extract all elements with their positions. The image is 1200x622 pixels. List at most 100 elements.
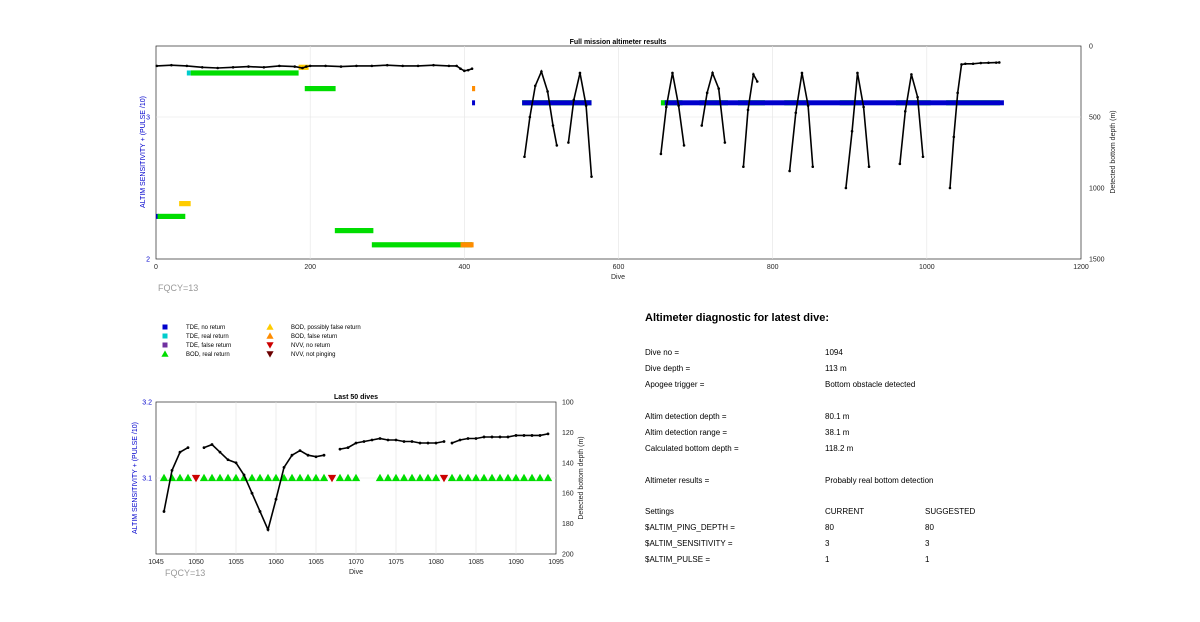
top-y-right-tick-label: 500 xyxy=(1089,115,1101,122)
top-depth-point xyxy=(903,110,907,113)
current-header: CURRENT xyxy=(825,507,865,516)
bottom-bod-real-marker xyxy=(527,473,537,482)
bottom-depth-point xyxy=(242,473,246,477)
settings-label: Settings xyxy=(645,507,674,516)
bottom-x-tick-label: 1095 xyxy=(548,559,564,566)
top-depth-point xyxy=(964,62,967,66)
bottom-bod-real-marker xyxy=(431,473,441,482)
bottom-depth-point xyxy=(282,465,286,469)
bottom-y-right-tick-label: 120 xyxy=(562,430,574,437)
legend-marker xyxy=(162,342,168,348)
legend-marker xyxy=(266,323,274,330)
bottom-bod-real-marker xyxy=(263,473,273,482)
bottom-depth-point xyxy=(178,450,182,454)
top-depth-point xyxy=(746,108,750,112)
bottom-y-left-tick-label: 3.2 xyxy=(142,400,152,407)
bottom-bod-real-marker xyxy=(407,473,417,482)
bottom-depth-point xyxy=(170,469,174,472)
bottom-x-tick-label: 1075 xyxy=(388,559,404,566)
bottom-depth-point xyxy=(538,434,542,437)
suggested-header: SUGGESTED xyxy=(925,507,976,516)
bottom-bod-real-marker xyxy=(287,473,297,482)
legend-label: BOD, false return xyxy=(291,334,337,340)
altimeter-results-value: Probably real bottom detection xyxy=(825,476,934,485)
top-depth-point xyxy=(385,63,389,67)
bottom-depth-point xyxy=(386,438,390,442)
calc-bottom-depth-label: Calculated bottom depth = xyxy=(645,444,739,453)
sensitivity-label: $ALTIM_SENSITIVITY = xyxy=(645,539,733,548)
top-depth-point xyxy=(994,61,998,64)
top-y-right-tick-label: 1000 xyxy=(1089,186,1105,193)
legend-marker xyxy=(266,332,274,339)
top-depth-point xyxy=(308,64,312,68)
apogee-trigger-label: Apogee trigger = xyxy=(645,380,705,389)
bottom-bod-real-marker xyxy=(471,473,481,482)
top-depth-point xyxy=(432,63,435,67)
top-depth-point xyxy=(401,64,404,68)
top-depth-point xyxy=(867,165,871,168)
top-depth-point xyxy=(470,67,474,71)
top-fqcy-annotation: FQCY=13 xyxy=(158,283,198,293)
top-depth-point xyxy=(700,124,704,127)
dive-depth-label: Dive depth = xyxy=(645,364,691,373)
top-y-left-tick-label: 3 xyxy=(146,115,150,122)
top-depth-point xyxy=(293,65,297,68)
top-x-tick-label: 800 xyxy=(767,264,779,271)
bottom-depth-point xyxy=(290,453,294,457)
top-depth-point xyxy=(584,104,588,107)
bottom-depth-point xyxy=(210,443,214,446)
top-x-tick-label: 0 xyxy=(154,264,158,271)
bottom-bod-real-marker xyxy=(343,473,353,482)
top-y-right-tick-label: 0 xyxy=(1089,44,1093,51)
top-grid xyxy=(156,46,1081,259)
top-event-band xyxy=(371,242,473,248)
bottom-depth-point xyxy=(426,441,430,445)
bottom-bod-real-marker xyxy=(223,473,233,482)
bottom-depth-point xyxy=(234,461,238,465)
sensitivity-current: 3 xyxy=(825,539,830,548)
bottom-depth-point xyxy=(530,434,534,437)
legend-marker xyxy=(266,351,274,358)
top-depth-point xyxy=(850,129,854,133)
top-depth-point xyxy=(455,64,458,68)
top-depth-point xyxy=(339,65,343,68)
bottom-depth-point xyxy=(458,438,462,442)
dive-depth-value: 113 m xyxy=(825,364,847,373)
legend-marker xyxy=(266,342,274,349)
altim-detection-depth-value: 80.1 m xyxy=(825,412,850,421)
bottom-bod-real-marker xyxy=(231,473,241,482)
bottom-bod-real-marker xyxy=(487,473,497,482)
bottom-bod-real-marker xyxy=(375,473,385,482)
legend-label: BOD, possibly false return xyxy=(291,325,361,331)
top-depth-point xyxy=(987,61,990,65)
top-depth-point xyxy=(788,169,791,173)
apogee-trigger-value: Bottom obstacle detected xyxy=(825,380,916,389)
bottom-depth-point xyxy=(514,434,518,437)
bottom-bod-real-marker xyxy=(423,473,433,482)
top-event-band xyxy=(156,213,159,219)
top-depth-point xyxy=(979,61,983,65)
top-event-band xyxy=(460,242,474,248)
bottom-bod-real-marker xyxy=(279,473,289,482)
top-depth-point xyxy=(533,84,537,88)
bottom-bod-real-marker xyxy=(183,473,193,482)
top-depth-point xyxy=(262,66,266,69)
top-depth-point xyxy=(671,71,674,75)
top-depth-point xyxy=(723,141,727,144)
bottom-x-tick-label: 1080 xyxy=(428,559,444,566)
top-event-band xyxy=(190,70,299,76)
top-depth-point xyxy=(155,64,159,68)
bottom-bod-real-marker xyxy=(383,473,393,482)
top-depth-point xyxy=(752,73,755,76)
bottom-depth-point xyxy=(258,510,262,513)
bottom-nvv-no-return-marker xyxy=(439,474,449,483)
bottom-depth-lines xyxy=(162,432,550,533)
bottom-depth-point xyxy=(506,435,510,439)
top-depth-point xyxy=(971,62,975,66)
top-x-axis-label: Dive xyxy=(611,274,625,281)
top-depth-point xyxy=(459,67,462,71)
bottom-depth-point xyxy=(338,447,342,451)
top-depth-line xyxy=(949,61,1000,189)
bottom-bod-real-marker xyxy=(399,473,409,482)
top-depth-point xyxy=(916,95,919,99)
